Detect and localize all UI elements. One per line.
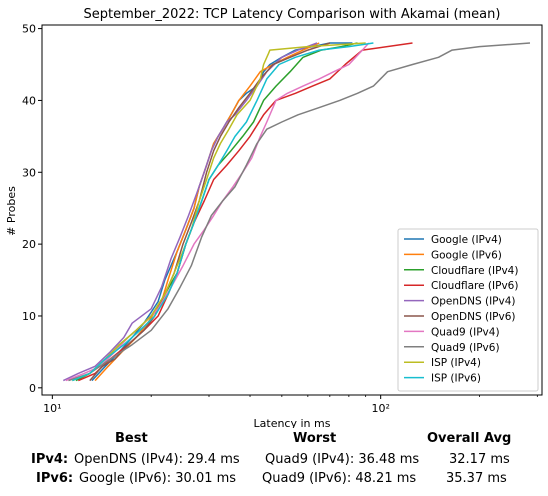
latency-summary-table: Best Worst Overall Avg IPv4: OpenDNS (IP… bbox=[0, 428, 548, 496]
legend-label-3: Cloudflare (IPv4) bbox=[431, 265, 518, 277]
ipv4-worst: Quad9 (IPv4): 36.48 ms bbox=[265, 452, 420, 467]
y-tick-label: 40 bbox=[22, 94, 36, 107]
y-tick-label: 30 bbox=[22, 166, 36, 179]
plot-frame bbox=[41, 24, 543, 396]
legend-label-8: Quad9 (IPv6) bbox=[431, 342, 500, 354]
series-line-7 bbox=[65, 42, 370, 382]
series-line-10 bbox=[72, 42, 374, 382]
legend-label-10: ISP (IPv6) bbox=[431, 373, 481, 385]
y-axis-label: # Probes bbox=[5, 186, 18, 236]
series-line-5 bbox=[62, 42, 318, 382]
legend-label-7: Quad9 (IPv4) bbox=[431, 326, 500, 338]
overall-avg-header: Overall Avg bbox=[427, 431, 512, 446]
legend-label-1: Google (IPv4) bbox=[431, 234, 502, 246]
ipv6-worst: Quad9 (IPv6): 48.21 ms bbox=[262, 471, 417, 486]
y-tick-label: 10 bbox=[22, 310, 36, 323]
chart-title: September_2022: TCP Latency Comparison w… bbox=[84, 7, 501, 22]
best-header: Best bbox=[115, 431, 148, 446]
series-line-8 bbox=[68, 42, 531, 382]
x-tick-label: 10² bbox=[371, 402, 389, 415]
ipv4-row-label: IPv4: bbox=[31, 452, 69, 467]
y-tick-label: 20 bbox=[22, 238, 36, 251]
x-tick-label: 10¹ bbox=[43, 402, 61, 415]
latency-chart: September_2022: TCP Latency Comparison w… bbox=[5, 7, 543, 428]
ipv4-best: OpenDNS (IPv4): 29.4 ms bbox=[74, 452, 240, 467]
ipv6-row-label: IPv6: bbox=[36, 471, 74, 486]
y-tick-label: 0 bbox=[29, 382, 36, 395]
series-line-9 bbox=[72, 42, 366, 382]
y-tick-label: 50 bbox=[22, 23, 36, 36]
ipv6-best: Google (IPv6): 30.01 ms bbox=[79, 471, 237, 486]
legend-label-4: Cloudflare (IPv6) bbox=[431, 280, 518, 292]
legend-label-5: OpenDNS (IPv4) bbox=[431, 296, 516, 308]
plot-area: 0 10 20 30 40 50 10¹ 10² Google (IPv4) Google (IP… bbox=[22, 23, 543, 415]
ipv4-overall-avg: 32.17 ms bbox=[449, 452, 510, 467]
legend-box bbox=[397, 228, 539, 392]
legend-label-9: ISP (IPv4) bbox=[431, 357, 481, 369]
legend-label-2: Google (IPv6) bbox=[431, 249, 502, 261]
ipv6-overall-avg: 35.37 ms bbox=[446, 471, 507, 486]
series-line-6 bbox=[89, 42, 331, 382]
legend-label-6: OpenDNS (IPv6) bbox=[431, 311, 516, 323]
x-axis-label: Latency in ms bbox=[254, 417, 331, 428]
series-line-1 bbox=[91, 42, 353, 382]
worst-header: Worst bbox=[293, 431, 337, 446]
